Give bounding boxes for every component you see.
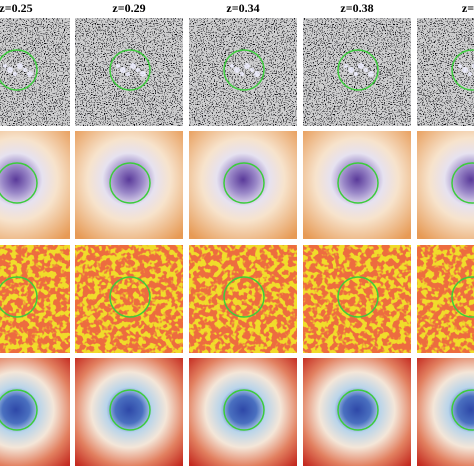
aperture-circle — [0, 49, 38, 91]
galaxy — [120, 67, 126, 73]
aperture-circle — [0, 389, 38, 431]
aperture-circle — [109, 389, 151, 431]
galaxy — [354, 72, 358, 76]
aperture-circle — [223, 389, 265, 431]
galaxy — [358, 63, 364, 69]
aperture-circle — [451, 389, 474, 431]
aperture-circle — [451, 162, 474, 204]
galaxy — [240, 72, 244, 76]
galaxy — [17, 63, 23, 69]
density-panel — [0, 131, 70, 239]
column-header: z=0.29 — [112, 1, 145, 15]
aperture-circle — [109, 276, 151, 318]
noise-overlay — [417, 245, 474, 353]
aperture-circle — [0, 162, 38, 204]
noise-overlay — [189, 245, 297, 353]
galaxy — [130, 63, 136, 69]
column-header: z=0.34 — [226, 1, 259, 15]
stars — [189, 18, 297, 126]
galaxy — [7, 67, 13, 73]
galaxy — [234, 67, 240, 73]
density-panel — [189, 131, 297, 239]
galaxy — [13, 72, 17, 76]
field-panel — [189, 358, 297, 466]
aperture-circle — [223, 162, 265, 204]
stars — [303, 18, 411, 126]
noise-overlay — [75, 245, 183, 353]
aperture-circle — [337, 276, 379, 318]
galaxy — [250, 68, 254, 72]
galaxy — [344, 64, 348, 68]
aperture-circle — [337, 389, 379, 431]
stars — [75, 18, 183, 126]
column-header: z=0.38 — [340, 1, 373, 15]
density-panel — [417, 131, 474, 239]
galaxy — [348, 67, 354, 73]
column-header: z=0.25 — [0, 1, 33, 15]
field-panel — [417, 358, 474, 466]
galaxy — [230, 64, 234, 68]
noise-overlay — [0, 245, 70, 353]
galaxy — [364, 68, 368, 72]
galaxy — [140, 71, 146, 77]
aperture-circle — [451, 276, 474, 318]
aperture-circle — [223, 276, 265, 318]
aperture-circle — [0, 276, 38, 318]
galaxy — [116, 64, 120, 68]
galaxy — [468, 72, 472, 76]
aperture-circle — [337, 162, 379, 204]
density-panel — [75, 131, 183, 239]
panel-grid — [0, 18, 474, 466]
field-panel — [75, 358, 183, 466]
galaxy — [368, 71, 374, 77]
galaxy — [3, 64, 7, 68]
galaxy — [244, 63, 250, 69]
galaxy — [126, 72, 130, 76]
field-panel — [303, 358, 411, 466]
field-panel — [0, 358, 70, 466]
galaxy — [27, 71, 33, 77]
column-header: z=0 — [462, 1, 474, 15]
galaxy — [23, 68, 27, 72]
aperture-circle — [337, 49, 379, 91]
noise-overlay — [303, 245, 411, 353]
aperture-circle — [223, 49, 265, 91]
galaxy — [458, 64, 462, 68]
aperture-circle — [451, 49, 474, 91]
aperture-circle — [109, 162, 151, 204]
galaxy — [254, 71, 260, 77]
aperture-circle — [109, 49, 151, 91]
galaxy — [136, 68, 140, 72]
galaxy — [462, 67, 468, 73]
density-panel — [303, 131, 411, 239]
